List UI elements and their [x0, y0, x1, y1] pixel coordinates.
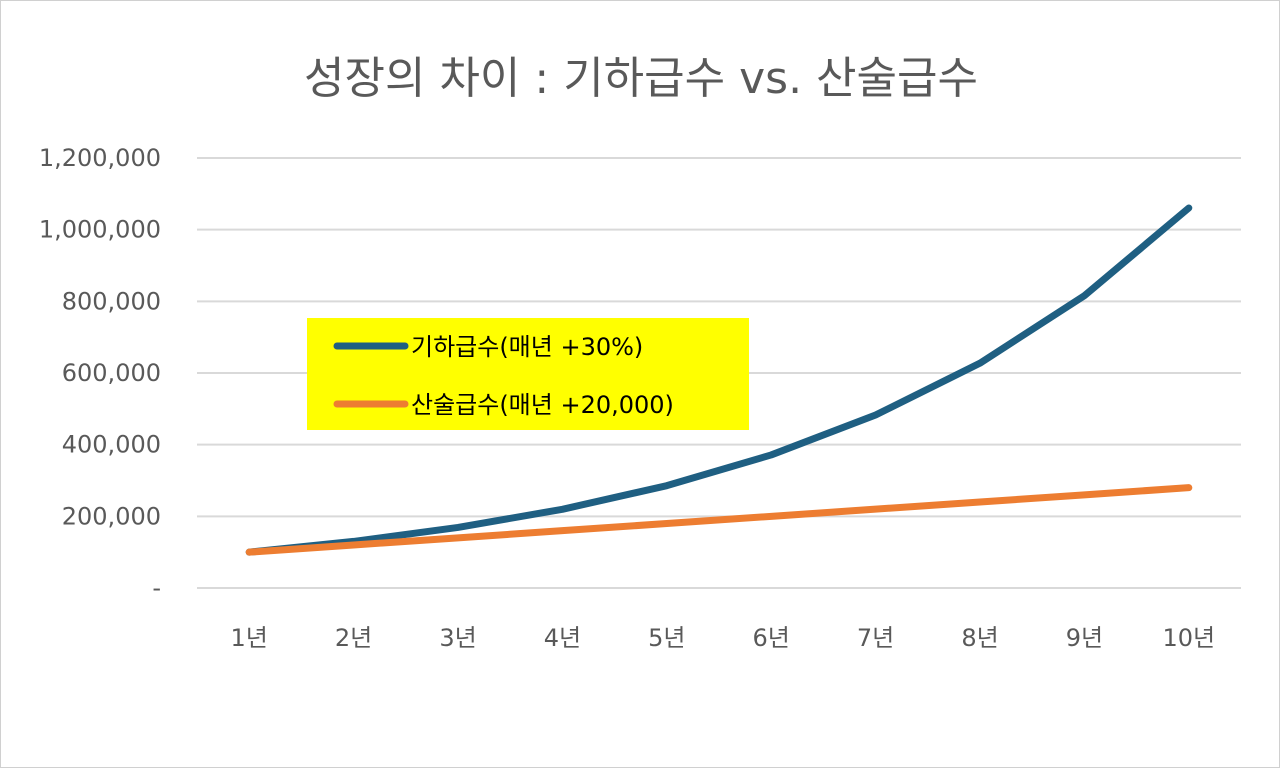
legend-label-arithmetic: 산술급수(매년 +20,000)	[411, 391, 674, 419]
y-tick-label: 1,000,000	[39, 216, 161, 244]
x-tick-label: 6년	[753, 624, 790, 652]
y-tick-label: 400,000	[62, 431, 161, 459]
series-line-1	[249, 488, 1189, 553]
x-tick-label: 7년	[857, 624, 894, 652]
x-tick-label: 2년	[335, 624, 372, 652]
y-tick-label: 600,000	[62, 359, 161, 387]
x-tick-label: 8년	[961, 624, 998, 652]
x-axis-tick-labels: 1년 2년 3년 4년 5년 6년 7년 8년 9년 10년	[231, 624, 1216, 652]
legend-label-geometric: 기하급수(매년 +30%)	[411, 333, 643, 361]
y-axis-tick-labels: - 200,000 400,000 600,000 800,000 1,000,000 1,…	[39, 144, 161, 602]
x-tick-label: 4년	[544, 624, 581, 652]
x-tick-label: 9년	[1066, 624, 1103, 652]
x-tick-label: 3년	[439, 624, 476, 652]
x-tick-label: 5년	[648, 624, 685, 652]
y-tick-label: 1,200,000	[39, 144, 161, 172]
y-tick-label: 800,000	[62, 287, 161, 315]
x-tick-label: 1년	[231, 624, 268, 652]
y-tick-label: 200,000	[62, 502, 161, 530]
legend: 기하급수(매년 +30%) 산술급수(매년 +20,000)	[307, 318, 749, 430]
y-tick-label: -	[152, 574, 161, 602]
x-tick-label: 10년	[1162, 624, 1215, 652]
chart-title: 성장의 차이 : 기하급수 vs. 산술급수	[304, 53, 978, 104]
